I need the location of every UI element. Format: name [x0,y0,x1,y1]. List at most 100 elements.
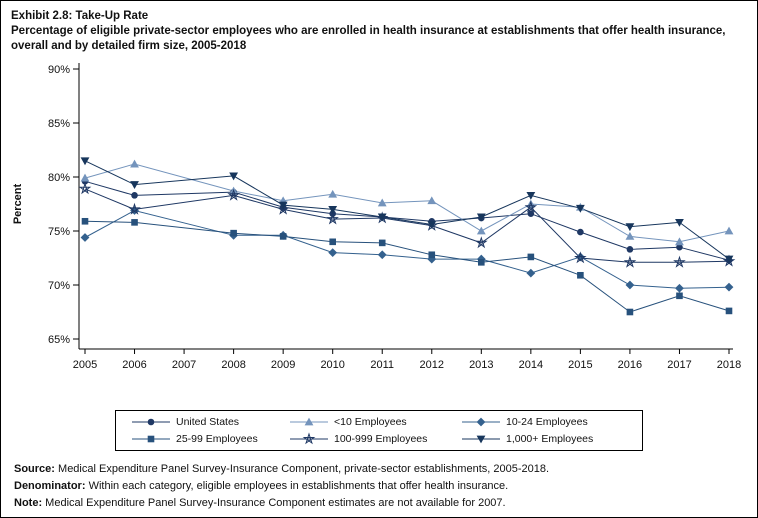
marker-square [725,307,733,315]
marker-triangle-down [724,255,734,264]
marker-square [131,219,138,226]
y-tick-label: 90% [48,64,70,76]
marker-circle [626,246,634,253]
chart-area: 65% 70% 75% 80% 85% 90% 2005 2006 2007 2008 2009 20… [7,57,757,380]
marker-triangle-down [476,435,486,444]
y-tick-label: 65% [48,334,70,346]
marker-square [81,217,89,225]
legend-item-1-000-employees: 1,000+ Employees [460,432,628,446]
x-tick-label: 2006 [122,359,146,371]
exhibit-title: Exhibit 2.8: Take-Up Rate [11,10,149,22]
legend-item-10-24-employees: 10-24 Employees [460,415,628,429]
legend-label: 25-99 Employees [176,433,258,445]
legend-item-10-employees: <10 Employees [288,415,460,429]
exhibit-subtitle: Percentage of eligible private-sector em… [11,25,726,52]
footer-denominator-label: Denominator: [14,480,86,492]
chart-legend: United States <10 Employees 10-24 Employee… [115,410,643,451]
marker-square [378,239,386,247]
marker-star [673,255,686,268]
marker-star [475,236,488,249]
y-tick-label: 85% [48,118,70,130]
footer-denominator: Denominator: Within each category, eligi… [14,478,745,495]
marker-triangle-down [80,157,90,166]
marker-star [302,432,316,445]
marker-triangle-down [377,213,387,222]
marker-star [128,202,141,215]
legend-swatch-circle-icon [132,418,170,426]
footer-source-text: Medical Expenditure Panel Survey-Insuran… [58,463,550,475]
marker-circle [131,192,138,199]
marker-square [577,271,584,279]
marker-square [626,308,634,316]
x-tick-label: 2016 [618,359,642,371]
footer-note-text: Medical Expenditure Panel Survey-Insuran… [45,497,506,509]
x-tick-label: 2015 [568,359,592,371]
marker-triangle [476,226,486,235]
legend-swatch-star-icon [290,432,328,445]
marker-triangle-down [278,201,288,210]
legend-item-united-states: United States [130,415,288,429]
x-tick-label: 2011 [370,359,394,371]
y-tick-label: 75% [48,226,70,238]
x-tick-label: 2005 [73,359,97,371]
marker-triangle-down [625,223,635,232]
marker-diamond [724,282,734,292]
marker-star [574,251,587,264]
x-tick-label: 2018 [717,359,741,371]
marker-diamond [80,233,90,242]
marker-triangle [304,417,314,426]
marker-triangle-down [229,172,239,181]
x-tick-label: 2008 [221,359,245,371]
marker-diamond [377,250,387,260]
marker-triangle [625,232,635,240]
legend-swatch-square-icon [132,435,170,443]
y-axis-title: Percent [12,183,24,224]
footer-source: Source: Medical Expenditure Panel Survey… [14,461,745,478]
marker-square [527,253,535,261]
legend-grid: United States <10 Employees 10-24 Employee… [130,415,628,446]
legend-label: 100-999 Employees [334,433,428,445]
legend-swatch-diamond-icon [462,417,500,427]
marker-triangle [724,226,734,235]
marker-diamond [328,248,338,257]
footer-note: Note: Medical Expenditure Panel Survey-I… [14,495,745,512]
marker-diamond [427,254,437,264]
marker-star [78,182,92,195]
marker-square [676,292,683,300]
legend-item-25-99-employees: 25-99 Employees [130,432,288,446]
marker-square [428,251,436,259]
title-block: Exhibit 2.8: Take-Up Rate Percentage of … [1,1,757,54]
marker-diamond [476,417,486,427]
marker-triangle-down [427,221,437,229]
marker-star [623,255,637,268]
footer-note-label: Note: [14,497,43,509]
marker-triangle-down [526,191,536,200]
legend-label: <10 Employees [334,416,407,428]
marker-diamond [625,280,635,290]
legend-label: 1,000+ Employees [506,433,594,445]
series-line-1-000-employees [84,160,730,260]
marker-triangle-down [675,218,684,227]
legend-item-100-999-employees: 100-999 Employees [288,432,460,446]
marker-square [478,259,485,266]
legend-swatch-triangle-icon [290,417,328,426]
marker-diamond [675,283,684,293]
marker-diamond [526,268,536,278]
marker-square [147,435,155,443]
marker-triangle [675,237,684,246]
x-tick-label: 2017 [667,359,691,371]
marker-triangle [328,189,338,198]
marker-star [326,212,339,225]
line-chart: 65% 70% 75% 80% 85% 90% 2005 2006 2007 2008 2009 20… [12,63,741,371]
x-tick-label: 2014 [519,359,543,371]
marker-star [524,200,538,213]
marker-star [227,188,240,201]
marker-circle [527,210,535,218]
marker-triangle-down [130,181,139,189]
marker-triangle [377,198,387,207]
marker-square [329,238,336,246]
marker-circle [577,228,584,236]
marker-square [230,229,237,237]
marker-triangle [80,173,90,182]
